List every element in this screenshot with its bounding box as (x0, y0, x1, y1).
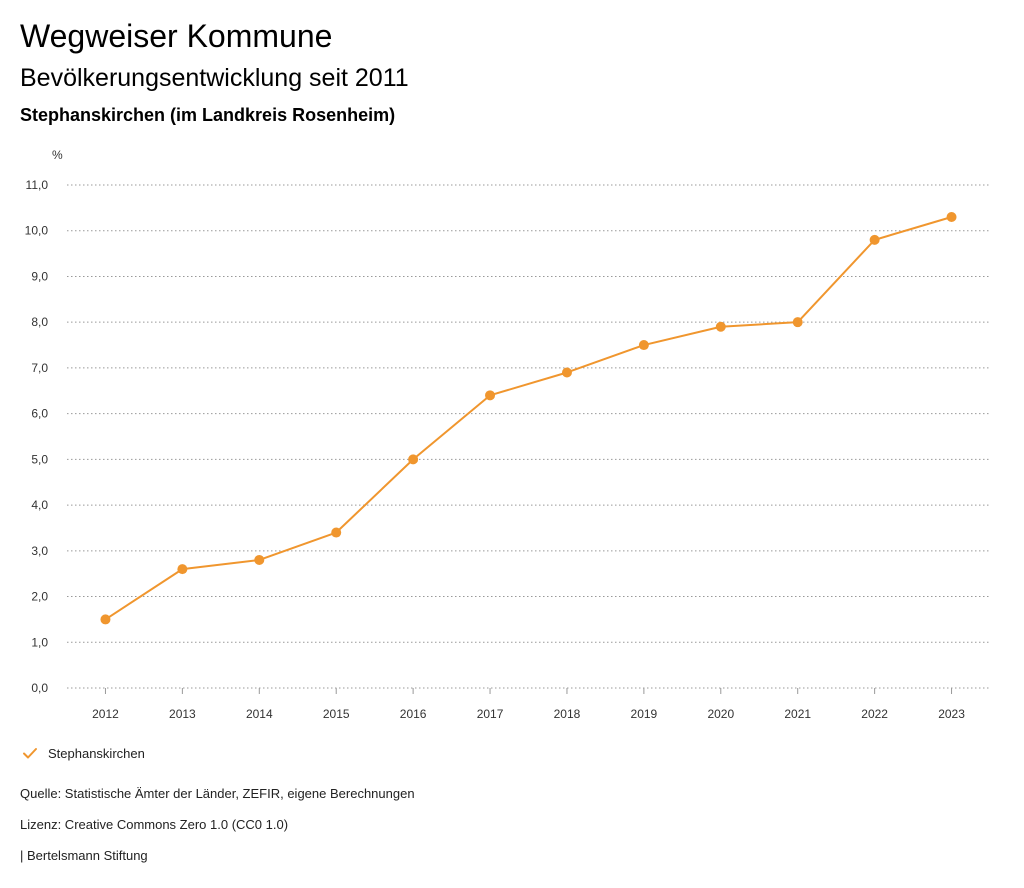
data-point[interactable] (331, 527, 342, 538)
y-tick-label: 5,0 (31, 452, 48, 466)
y-tick-label: 0,0 (31, 681, 48, 695)
x-tick-label: 2017 (477, 707, 504, 721)
checkmark-icon[interactable] (22, 745, 38, 761)
grid-lines (67, 184, 990, 689)
data-point[interactable] (561, 367, 572, 378)
y-tick-label: 4,0 (31, 498, 48, 512)
y-tick-label: 6,0 (31, 407, 48, 421)
x-tick-label: 2019 (631, 707, 658, 721)
legend-label: Stephanskirchen (48, 745, 145, 761)
x-tick-label: 2013 (169, 707, 196, 721)
x-tick-label: 2018 (554, 707, 581, 721)
y-tick-label: 10,0 (25, 224, 49, 238)
data-point[interactable] (254, 554, 265, 565)
x-tick-label: 2022 (861, 707, 888, 721)
y-tick-label: 8,0 (31, 315, 48, 329)
y-tick-label: 1,0 (31, 635, 48, 649)
x-tick-label: 2016 (400, 707, 427, 721)
chart-subtitle: Stephanskirchen (im Landkreis Rosenheim) (20, 105, 396, 125)
data-point[interactable] (485, 390, 496, 401)
source-note: Quelle: Statistische Ämter der Länder, Z… (20, 786, 415, 801)
y-tick-label: 7,0 (31, 361, 48, 375)
y-axis-unit-label: % (52, 148, 63, 162)
x-tick-label: 2020 (707, 707, 734, 721)
line-chart: % 0,0 1,0 2,0 3,0 4,0 5,0 6,0 7,0 8,0 9,0 10,0 11,0… (25, 148, 990, 721)
series-line (104, 216, 952, 621)
publisher-note: | Bertelsmann Stiftung (20, 848, 148, 863)
data-point[interactable] (638, 340, 649, 351)
y-axis-ticks: 0,0 1,0 2,0 3,0 4,0 5,0 6,0 7,0 8,0 9,0 10,0 11,0 (25, 178, 49, 695)
x-tick-label: 2021 (784, 707, 811, 721)
y-tick-label: 3,0 (31, 544, 48, 558)
x-tick-label: 2015 (323, 707, 350, 721)
data-point[interactable] (869, 234, 880, 245)
x-axis-ticks: 2012 2013 2014 2015 2016 2017 2018 2019 2020 2021… (92, 688, 965, 721)
data-point[interactable] (792, 317, 803, 328)
y-tick-label: 11,0 (26, 178, 49, 192)
data-point[interactable] (715, 321, 726, 332)
x-tick-label: 2012 (92, 707, 119, 721)
data-point[interactable] (408, 454, 419, 465)
x-tick-label: 2023 (938, 707, 965, 721)
license-note: Lizenz: Creative Commons Zero 1.0 (CC0 1… (20, 817, 289, 832)
app-title: Wegweiser Kommune (20, 18, 333, 54)
data-point[interactable] (946, 212, 957, 223)
data-point[interactable] (100, 614, 111, 625)
legend: Stephanskirchen (22, 745, 145, 761)
chart-title: Bevölkerungsentwicklung seit 2011 (20, 64, 409, 92)
series-stephanskirchen (100, 212, 957, 625)
x-tick-label: 2014 (246, 707, 273, 721)
y-tick-label: 2,0 (31, 590, 48, 604)
data-point[interactable] (177, 564, 188, 575)
y-tick-label: 9,0 (31, 269, 48, 283)
